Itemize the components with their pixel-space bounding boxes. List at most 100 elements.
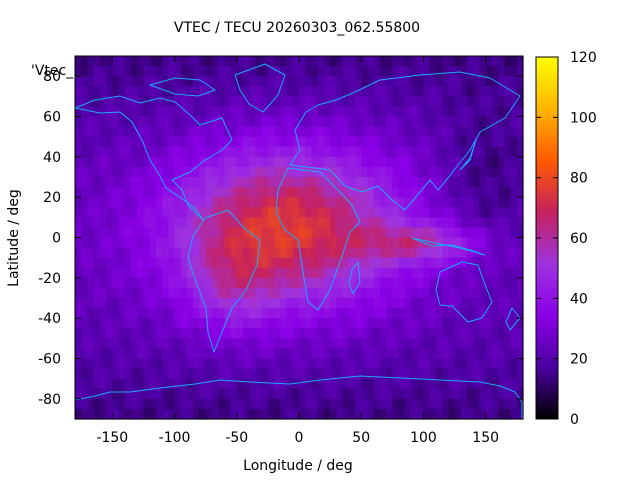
- heat-cell: [367, 96, 375, 108]
- heat-cell: [143, 298, 151, 309]
- heat-cell: [516, 277, 524, 289]
- heat-cell: [386, 358, 393, 370]
- heat-cell: [243, 398, 250, 410]
- heat-cell: [124, 287, 132, 299]
- heat-cell: [292, 408, 300, 420]
- heat-cell: [230, 277, 238, 289]
- heat-cell: [211, 146, 219, 158]
- heat-cell: [323, 76, 331, 87]
- heat-cell: [211, 378, 219, 390]
- heat-cell: [267, 408, 275, 420]
- heat-cell: [498, 227, 505, 239]
- heat-cell: [305, 298, 313, 309]
- heat-cell: [299, 126, 306, 138]
- heat-cell: [75, 277, 82, 289]
- heat-cell: [118, 408, 126, 420]
- heat-cell: [485, 368, 493, 380]
- heat-cell: [442, 368, 449, 380]
- heat-cell: [398, 156, 406, 168]
- heat-cell: [404, 56, 412, 67]
- heat-cell: [118, 177, 126, 188]
- heat-cell: [106, 96, 113, 108]
- heat-cell: [429, 408, 437, 420]
- heat-cell: [361, 177, 369, 188]
- heat-cell: [317, 106, 325, 118]
- heat-cell: [224, 177, 232, 188]
- heat-cell: [473, 368, 481, 380]
- heat-cell: [467, 368, 474, 380]
- heat-cell: [398, 116, 406, 128]
- coastline-australia: [435, 261, 493, 323]
- heat-cell: [460, 348, 468, 360]
- heat-cell: [99, 267, 107, 279]
- heat-cell: [249, 217, 257, 229]
- heat-cell: [168, 277, 176, 289]
- heat-cell: [174, 177, 182, 188]
- coastline-indonesia: [411, 237, 486, 256]
- heat-cell: [454, 247, 462, 259]
- heat-cell: [373, 358, 381, 370]
- heat-cell: [392, 86, 400, 97]
- heat-cell: [411, 56, 418, 67]
- heat-cell: [429, 56, 437, 67]
- heat-cell: [398, 96, 406, 108]
- heat-cell: [118, 277, 126, 289]
- heat-cell: [423, 348, 431, 360]
- heat-cell: [286, 86, 294, 97]
- heat-cell: [342, 126, 350, 138]
- heat-cell: [491, 237, 499, 249]
- heat-cell: [373, 298, 381, 309]
- heat-cell: [386, 96, 393, 108]
- heat-cell: [473, 86, 481, 97]
- heat-cell: [112, 116, 120, 128]
- coastline-eurasia: [289, 71, 521, 211]
- heat-cell: [386, 328, 393, 339]
- heat-cell: [411, 116, 418, 128]
- heat-cell: [149, 177, 157, 188]
- heat-cell: [323, 187, 331, 198]
- heat-cell: [180, 257, 188, 269]
- heat-cell: [498, 116, 505, 128]
- heat-cell: [118, 378, 126, 390]
- heat-cell: [348, 106, 356, 118]
- heat-cell: [491, 136, 499, 148]
- heat-cell: [124, 197, 132, 208]
- heat-cell: [379, 287, 387, 299]
- heat-cell: [311, 227, 319, 239]
- heat-cell: [299, 187, 306, 198]
- heat-cell: [193, 338, 201, 350]
- heat-cell: [174, 287, 182, 299]
- heat-cell: [255, 126, 263, 138]
- heat-cell: [131, 348, 138, 360]
- heat-cell: [243, 267, 250, 279]
- heat-cell: [211, 308, 219, 319]
- heat-cell: [205, 277, 213, 289]
- heat-cell: [249, 308, 257, 319]
- heat-cell: [417, 166, 425, 178]
- heat-cell: [168, 146, 176, 158]
- heat-cell: [355, 277, 362, 289]
- heat-cell: [342, 106, 350, 118]
- heat-cell: [485, 207, 493, 218]
- heat-cell: [299, 408, 306, 420]
- heat-cell: [330, 388, 337, 400]
- heat-cell: [398, 277, 406, 289]
- heat-cell: [131, 96, 138, 108]
- heat-cell: [149, 398, 157, 410]
- heat-cell: [317, 86, 325, 97]
- heat-cell: [342, 257, 350, 269]
- heat-cell: [87, 197, 95, 208]
- heat-cell: [305, 166, 313, 178]
- heat-cell: [504, 187, 512, 198]
- heat-cell: [348, 308, 356, 319]
- heat-cell: [243, 328, 250, 339]
- heat-cell: [255, 106, 263, 118]
- heat-cell: [491, 207, 499, 218]
- heat-cell: [243, 247, 250, 259]
- heat-cell: [317, 76, 325, 87]
- heat-cell: [180, 328, 188, 339]
- heat-cell: [199, 96, 207, 108]
- heat-cell: [261, 156, 269, 168]
- heat-cell: [442, 126, 449, 138]
- heat-cell: [180, 368, 188, 380]
